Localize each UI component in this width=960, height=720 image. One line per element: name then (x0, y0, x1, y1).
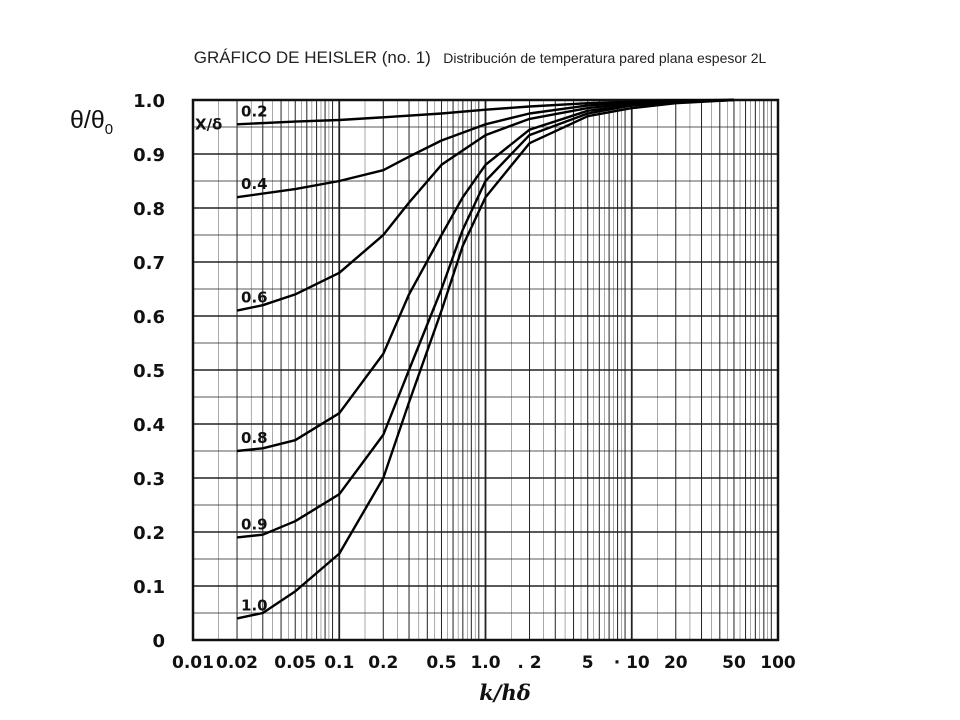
curve-label-1.0: 1.0 (241, 596, 268, 614)
curve-family-label: X/δ (195, 115, 222, 133)
x-tick-label: 0.05 (274, 653, 316, 673)
plot-frame (191, 98, 780, 642)
x-tick-label: 1.0 (470, 653, 500, 673)
x-tick-label: 0.02 (216, 653, 258, 673)
x-tick-label: 100 (760, 653, 796, 673)
curve-label-0.6: 0.6 (241, 289, 268, 307)
curve-label-0.4: 0.4 (241, 175, 268, 193)
x-tick-label: 0.01 (172, 653, 214, 673)
chart-title: GRÁFICO DE HEISLER (no. 1) (193, 48, 431, 67)
x-tick-label: 0.5 (426, 653, 456, 673)
x-tick-label: · 10 (614, 653, 650, 673)
y-tick-label: 0.9 (133, 145, 165, 166)
y-axis-label-base: θ/θ (70, 106, 105, 134)
x-tick-label: . 2 (517, 653, 541, 673)
curve-label-0.9: 0.9 (241, 515, 268, 533)
x-tick-label: 20 (664, 653, 688, 673)
curve-label-0.8: 0.8 (241, 429, 268, 447)
x-tick-label: 0.2 (368, 653, 398, 673)
x-tick-label: 0.1 (324, 653, 354, 673)
curve-x-over-delta-0.6 (236, 98, 735, 312)
y-axis-label-subscript: 0 (104, 121, 114, 138)
curve-label-0.2: 0.2 (241, 102, 268, 120)
y-tick-label: 0.5 (133, 361, 165, 382)
x-axis-title: k/hδ (479, 680, 531, 705)
y-tick-label: 0.7 (133, 253, 165, 274)
x-tick-label: 50 (722, 653, 746, 673)
y-tick-label: 0 (152, 631, 165, 652)
chart-subtitle: Distribución de temperatura pared plana … (443, 50, 767, 66)
y-tick-label: 0.2 (133, 523, 165, 544)
y-tick-label: 0.3 (133, 469, 165, 490)
y-axis-label: θ/θ0 (70, 106, 113, 138)
y-tick-label: 0.4 (133, 415, 165, 436)
curve-x-over-delta-1.0 (236, 98, 735, 620)
chart-title-row: GRÁFICO DE HEISLER (no. 1) Distribución … (0, 48, 960, 68)
curve-x-over-delta-0.9 (236, 98, 735, 539)
y-tick-label: 1.0 (133, 91, 165, 112)
y-tick-label: 0.1 (133, 577, 165, 598)
y-tick-label: 0.6 (133, 307, 165, 328)
x-tick-label: 5 (582, 653, 594, 673)
y-tick-label: 0.8 (133, 199, 165, 220)
